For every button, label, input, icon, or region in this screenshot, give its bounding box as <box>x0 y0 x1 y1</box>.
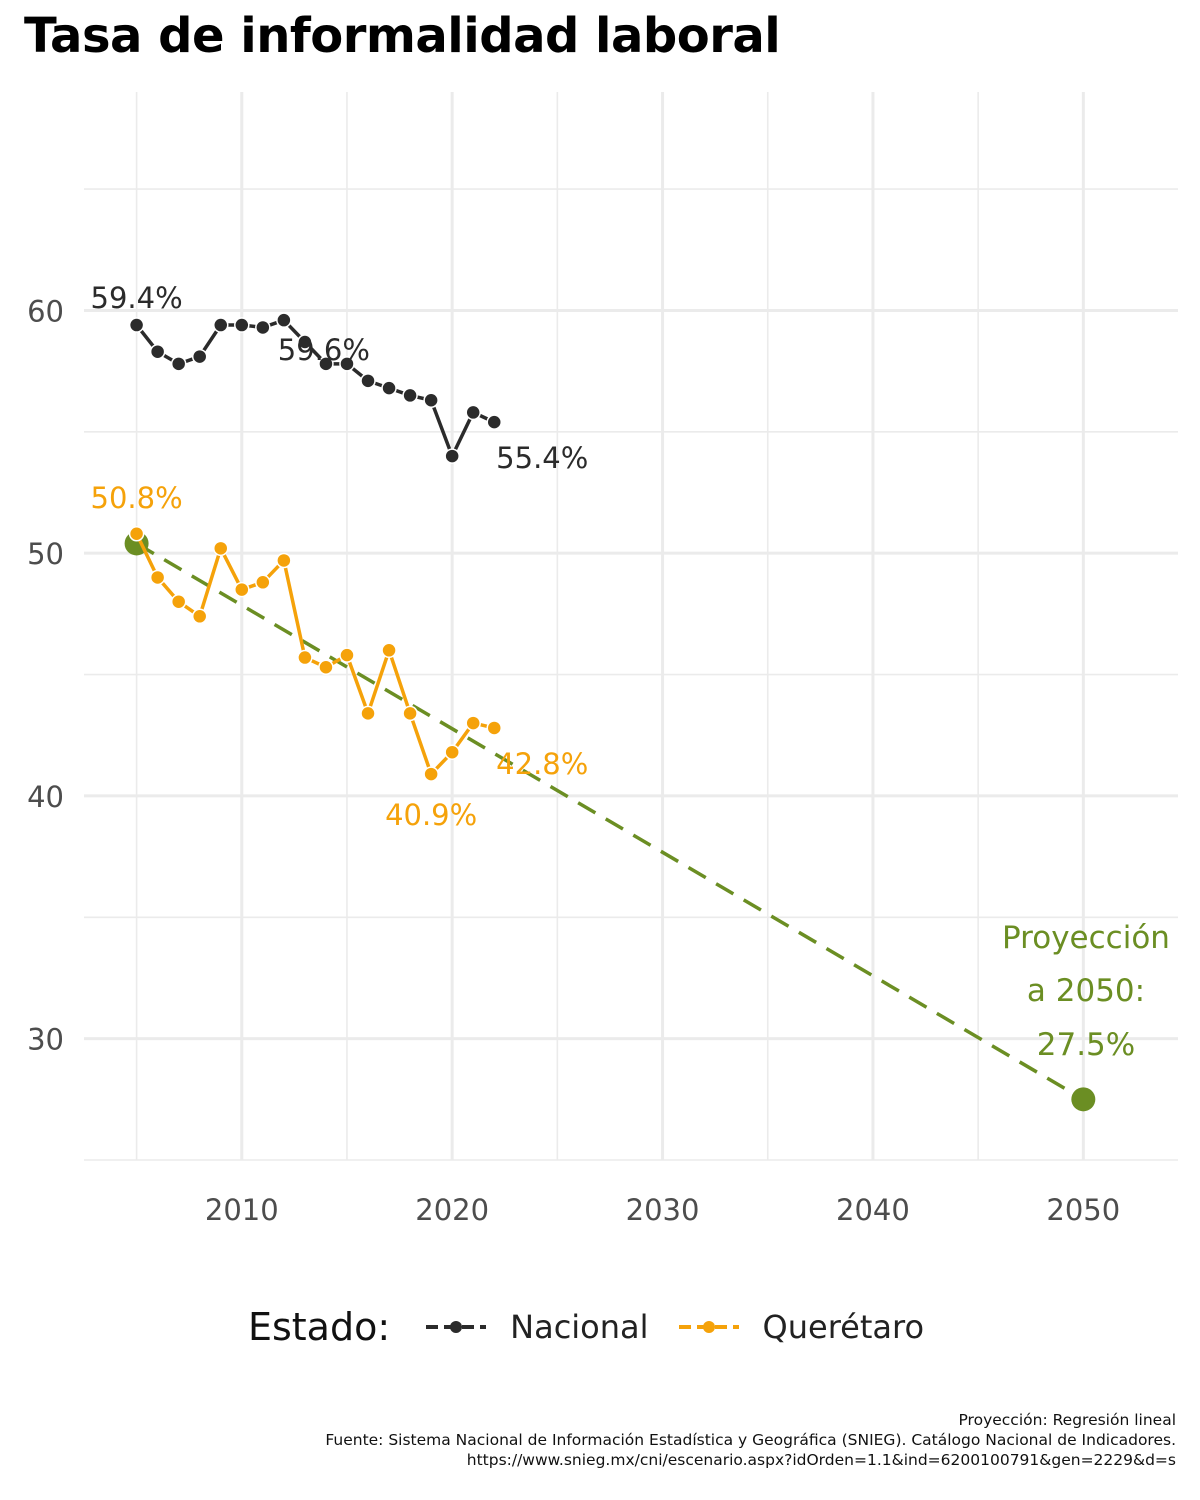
projection-label-line: a 2050: <box>1027 973 1145 1009</box>
caption-method: Proyección: Regresión lineal <box>958 1411 1176 1429</box>
legend-item-nacional: Nacional <box>424 1308 649 1346</box>
data-point-nacional <box>170 356 187 372</box>
data-point-nacional <box>360 373 376 389</box>
legend: Estado: Nacional Querétaro <box>0 1305 1200 1349</box>
data-point-queretaro <box>191 608 208 625</box>
data-label: 59.6% <box>278 333 370 367</box>
legend-item-queretaro: Querétaro <box>677 1308 924 1346</box>
data-point-queretaro <box>423 766 439 782</box>
minor-gridlines <box>84 92 1178 1161</box>
data-point-queretaro <box>128 526 145 542</box>
data-point-nacional <box>318 356 334 372</box>
data-point-queretaro <box>339 647 355 663</box>
data-point-queretaro <box>381 642 397 659</box>
data-point-queretaro <box>486 720 502 736</box>
line-chart: 30 40 50 60 2010 2020 2030 2040 2050 59.4% 59.6%… <box>27 92 1178 1227</box>
series-layer <box>128 312 502 782</box>
data-point-nacional <box>191 348 208 365</box>
data-label: 40.9% <box>385 798 477 832</box>
y-axis-tick-labels: 30 40 50 60 <box>27 294 64 1056</box>
x-tick-label: 2020 <box>415 1193 489 1227</box>
projection-layer <box>124 531 1096 1112</box>
data-point-nacional <box>402 387 418 404</box>
data-point-nacional <box>213 317 229 333</box>
data-label: 59.4% <box>91 281 183 315</box>
major-gridlines <box>84 92 1178 1160</box>
legend-title: Estado: <box>247 1305 391 1349</box>
data-point-nacional <box>234 317 250 333</box>
data-label: 55.4% <box>496 441 588 475</box>
data-point-queretaro <box>360 705 376 722</box>
y-tick-label: 50 <box>27 537 64 571</box>
data-point-nacional <box>128 317 145 333</box>
data-point-queretaro <box>297 649 313 666</box>
x-axis-tick-labels: 2010 2020 2030 2040 2050 <box>205 1193 1120 1227</box>
projection-label-line: Proyección <box>1002 920 1170 956</box>
x-tick-label: 2010 <box>205 1193 279 1227</box>
y-tick-label: 40 <box>27 780 64 814</box>
y-tick-label: 30 <box>27 1023 64 1057</box>
data-point-nacional <box>486 414 502 430</box>
projection-end-point <box>1071 1087 1096 1112</box>
x-tick-label: 2030 <box>626 1193 700 1227</box>
data-point-nacional <box>276 312 292 328</box>
data-point-nacional <box>297 334 313 350</box>
data-point-queretaro <box>170 593 187 610</box>
legend-key-queretaro <box>678 1321 739 1333</box>
legend-label-queretaro: Querétaro <box>762 1308 925 1346</box>
legend-label-nacional: Nacional <box>510 1308 649 1346</box>
data-point-queretaro <box>276 552 292 569</box>
data-point-queretaro <box>402 705 418 722</box>
data-label: 50.8% <box>91 481 183 515</box>
projection-label-line: 27.5% <box>1037 1027 1135 1063</box>
data-point-queretaro <box>213 540 229 557</box>
projection-line <box>135 541 1085 1101</box>
data-label: 42.8% <box>496 747 588 781</box>
data-point-nacional <box>255 319 271 336</box>
data-point-queretaro <box>255 574 271 591</box>
data-point-nacional <box>339 356 355 372</box>
x-tick-label: 2040 <box>836 1193 910 1227</box>
x-tick-label: 2050 <box>1046 1193 1120 1227</box>
data-point-queretaro <box>234 581 250 598</box>
data-point-nacional <box>423 392 439 409</box>
legend-key-nacional <box>426 1321 487 1333</box>
y-tick-label: 60 <box>27 294 64 328</box>
data-point-nacional <box>381 380 397 396</box>
caption: Proyección: Regresión lineal Fuente: Sis… <box>325 1410 1176 1470</box>
data-point-nacional <box>465 404 481 421</box>
caption-url: https://www.snieg.mx/cni/escenario.aspx?… <box>466 1451 1176 1469</box>
data-point-queretaro <box>149 569 166 586</box>
data-point-queretaro <box>444 744 460 760</box>
chart-title: Tasa de informalidad laboral <box>24 8 781 64</box>
data-point-nacional <box>149 343 166 360</box>
data-labels: 59.4% 59.6% 55.4% 50.8% 42.8% 40.9% Proyección… <box>91 281 1170 1063</box>
caption-source: Fuente: Sistema Nacional de Información … <box>325 1431 1176 1449</box>
series-line-queretaro <box>135 533 495 776</box>
data-point-queretaro <box>465 715 481 731</box>
data-point-queretaro <box>318 659 334 676</box>
data-point-nacional <box>444 448 460 464</box>
